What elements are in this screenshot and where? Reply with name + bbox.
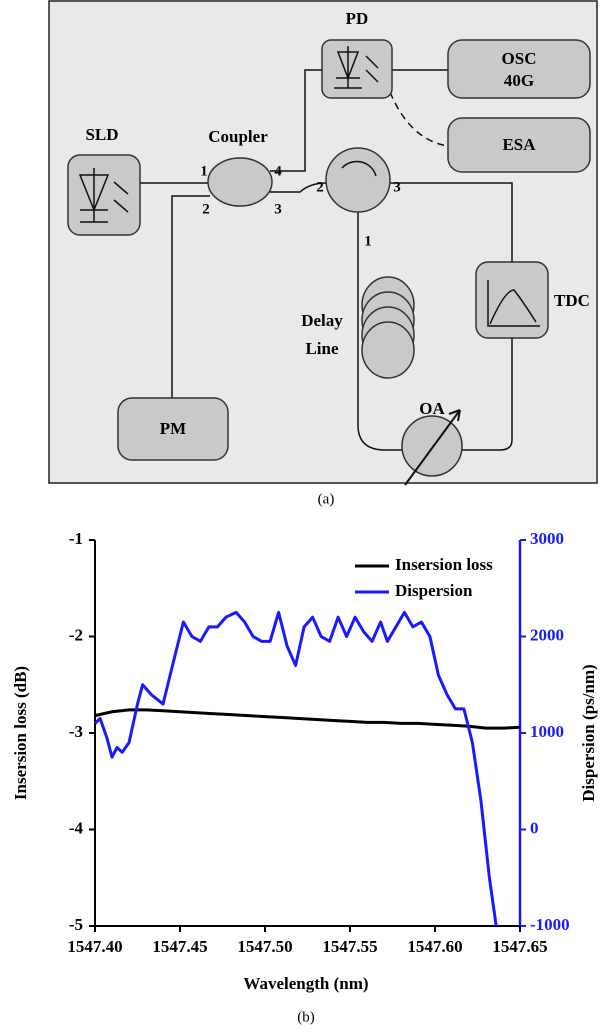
port-label: 1 <box>364 233 372 249</box>
y-tick-label: -2 <box>69 625 83 644</box>
delay-line-coil <box>361 276 415 379</box>
x-axis-label: Wavelength (nm) <box>243 974 368 993</box>
label: Line <box>305 339 339 358</box>
y-axis-label: Insersion loss (dB) <box>11 666 30 800</box>
port-label: 2 <box>316 179 324 195</box>
port-label: 1 <box>200 163 208 179</box>
circulator-arrow <box>341 160 377 177</box>
oa <box>401 415 463 477</box>
wire <box>357 210 402 451</box>
wire <box>462 338 513 451</box>
label: PD <box>346 9 369 28</box>
wire <box>270 182 327 193</box>
caption: (b) <box>297 1009 315 1025</box>
label: Coupler <box>208 127 268 146</box>
port-label: 3 <box>393 179 401 195</box>
y-tick-label: -3 <box>69 722 83 741</box>
label: 40G <box>504 71 534 90</box>
y-tick-label: -4 <box>69 818 84 837</box>
label: TDC <box>554 291 590 310</box>
x-tick-label: 1547.65 <box>492 937 547 956</box>
y2-axis-label: Dispersion (ps/nm) <box>579 664 598 801</box>
sld-box <box>67 154 141 236</box>
x-tick-label: 1547.50 <box>237 937 292 956</box>
port-label: 2 <box>202 201 210 217</box>
pm-box <box>117 397 229 461</box>
coupler <box>207 157 273 207</box>
pd-box <box>321 39 393 99</box>
y2-tick-label: 3000 <box>530 529 564 548</box>
label: OA <box>419 399 445 418</box>
diagram: PD OSC 40G ESA SLD Coupler TDC Delay Lin… <box>48 0 598 507</box>
y-tick-label: -5 <box>69 915 83 934</box>
line-series <box>94 708 521 730</box>
sld-symbol <box>78 168 110 223</box>
y-tick-label: -1 <box>69 529 83 548</box>
wire <box>389 91 449 147</box>
sld-arrows <box>113 181 129 213</box>
label: Delay <box>301 311 343 330</box>
wire <box>171 195 210 398</box>
esa-box <box>447 117 591 173</box>
port-label: 4 <box>274 163 282 179</box>
label: SLD <box>85 125 118 144</box>
tdc-box <box>475 261 549 339</box>
legend-label: Dispersion <box>395 581 473 600</box>
legend-label: Insersion loss <box>395 555 493 574</box>
label: ESA <box>502 135 536 154</box>
x-tick-label: 1547.60 <box>407 937 462 956</box>
x-tick-label: 1547.45 <box>152 937 207 956</box>
pd-arrows <box>365 55 379 83</box>
circulator <box>325 147 391 213</box>
x-tick-label: 1547.40 <box>67 937 122 956</box>
y2-tick-label: 1000 <box>530 722 564 741</box>
port-label: 3 <box>274 201 282 217</box>
wire <box>270 69 322 172</box>
pd-symbol <box>334 46 362 89</box>
x-tick-label: 1547.55 <box>322 937 377 956</box>
y2-tick-label: -1000 <box>530 915 570 934</box>
osc-box <box>447 39 591 99</box>
y2-tick-label: 0 <box>530 818 539 837</box>
oa-arrow <box>404 409 461 486</box>
wire <box>390 182 513 262</box>
y2-tick-label: 2000 <box>530 625 564 644</box>
line-series <box>93 610 498 927</box>
chart: Wavelength (nm) Insersion loss (dB) Disp… <box>11 529 598 1026</box>
tdc-symbol <box>487 280 540 327</box>
label: OSC <box>502 49 537 68</box>
label: PM <box>160 419 186 438</box>
coil <box>361 321 415 379</box>
caption: (a) <box>318 491 335 507</box>
